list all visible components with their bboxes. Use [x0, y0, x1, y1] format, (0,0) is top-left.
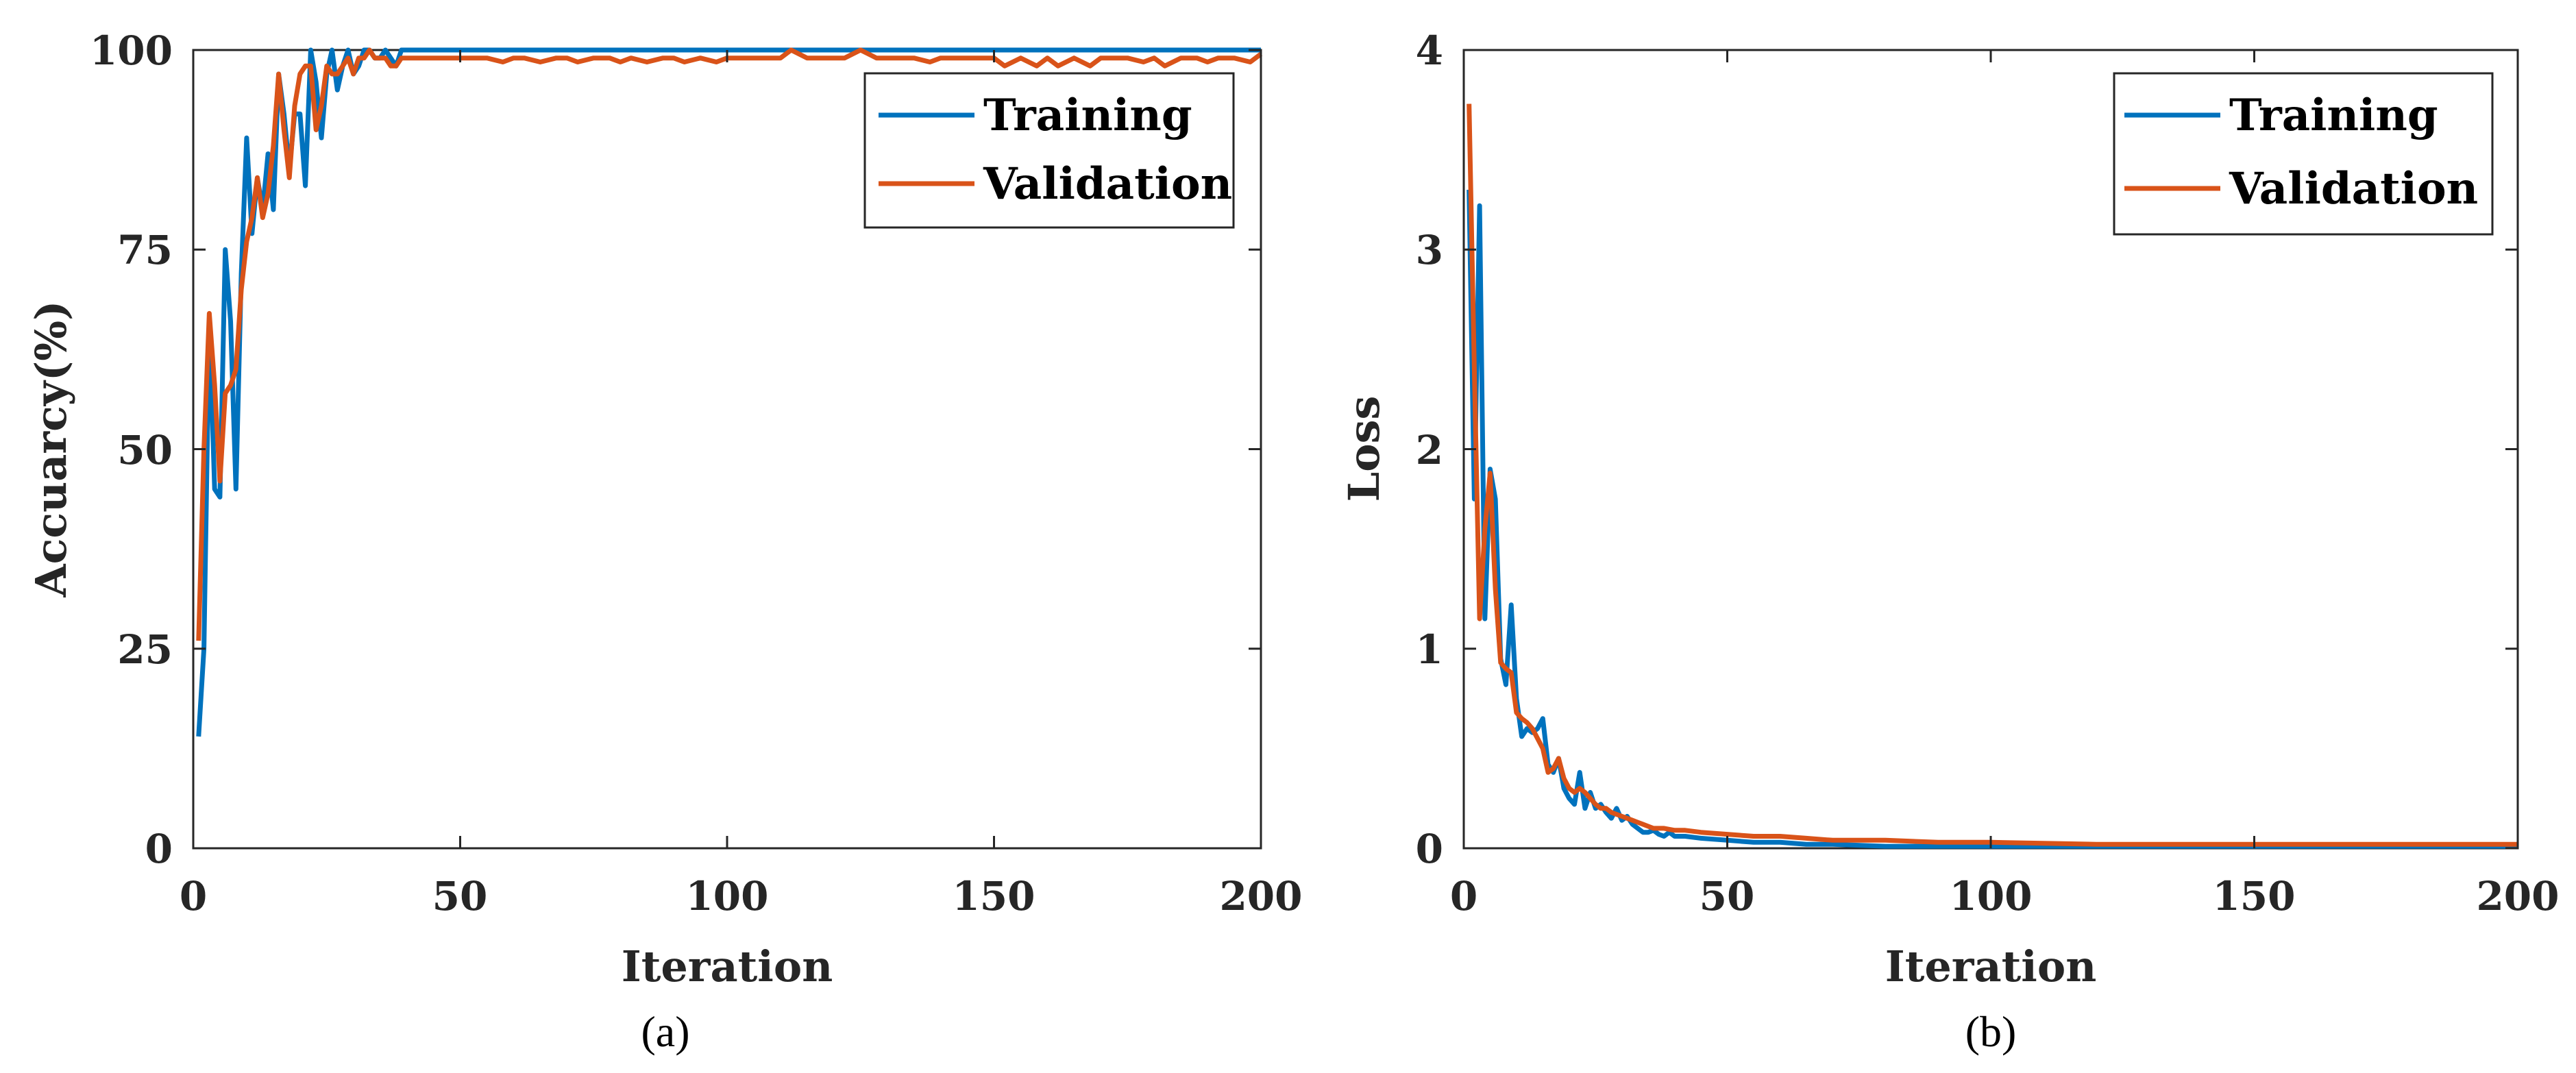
panel-a-accuracy-chart: 0 25 50 75 100 0 50 100 150 200 Iteratio…	[26, 27, 1303, 1056]
caption-b: (b)	[1965, 1007, 2017, 1056]
y-tick-label-a-25: 25	[117, 626, 173, 673]
y-axis-title-b: Loss	[1339, 396, 1389, 502]
y-tick-label-a-0: 0	[145, 826, 173, 872]
x-tick-label-b-100: 100	[1949, 873, 2032, 920]
legend-label-b-training: Training	[2229, 90, 2438, 141]
legend-a: Training Validation	[863, 72, 1235, 229]
y-tick-label-b-1: 1	[1416, 626, 1443, 673]
legend-box-a	[863, 72, 1235, 229]
series-line-validation	[196, 47, 1263, 641]
y-tick-label-a-50: 50	[117, 427, 173, 473]
x-tick-label-b-150: 150	[2212, 873, 2295, 920]
y-tick-label-a-100: 100	[90, 27, 173, 74]
ticks-layer-b	[1462, 49, 2519, 850]
series-line-validation	[1467, 103, 2518, 847]
panel-b-loss-chart: 0 1 2 3 4 0 50 100 150 200 Iteration Los…	[1339, 27, 2560, 1056]
x-tick-label-b-200: 200	[2476, 873, 2559, 920]
x-tick-label-b-0: 0	[1450, 873, 1477, 920]
x-axis-title-a: Iteration	[622, 941, 833, 991]
y-tick-label-b-2: 2	[1416, 427, 1443, 473]
legend-label-a-validation: Validation	[983, 158, 1232, 210]
y-tick-label-b-4: 4	[1416, 27, 1443, 74]
series-layer-b	[1467, 103, 2518, 849]
legend-box-b	[2113, 72, 2494, 236]
x-tick-label-a-200: 200	[1219, 873, 1302, 920]
y-tick-label-b-0: 0	[1416, 826, 1443, 872]
ticks-layer-a	[192, 49, 1262, 850]
x-tick-label-a-100: 100	[685, 873, 768, 920]
caption-a: (a)	[641, 1007, 689, 1056]
series-line-training	[196, 47, 1261, 737]
y-tick-label-a-75: 75	[117, 227, 173, 273]
legend-label-a-training: Training	[983, 90, 1192, 141]
x-tick-label-a-50: 50	[432, 873, 488, 920]
x-tick-label-a-150: 150	[952, 873, 1035, 920]
series-layer-a	[196, 47, 1263, 737]
legend-b: Training Validation	[2113, 72, 2494, 236]
x-tick-label-a-0: 0	[180, 873, 207, 920]
y-tick-label-b-3: 3	[1416, 227, 1443, 273]
x-tick-label-b-50: 50	[1700, 873, 1755, 920]
x-axis-title-b: Iteration	[1885, 941, 2097, 991]
legend-label-b-validation: Validation	[2229, 163, 2478, 214]
series-line-training	[1467, 189, 2518, 849]
y-axis-title-a: Accuarcy(%)	[26, 301, 76, 598]
